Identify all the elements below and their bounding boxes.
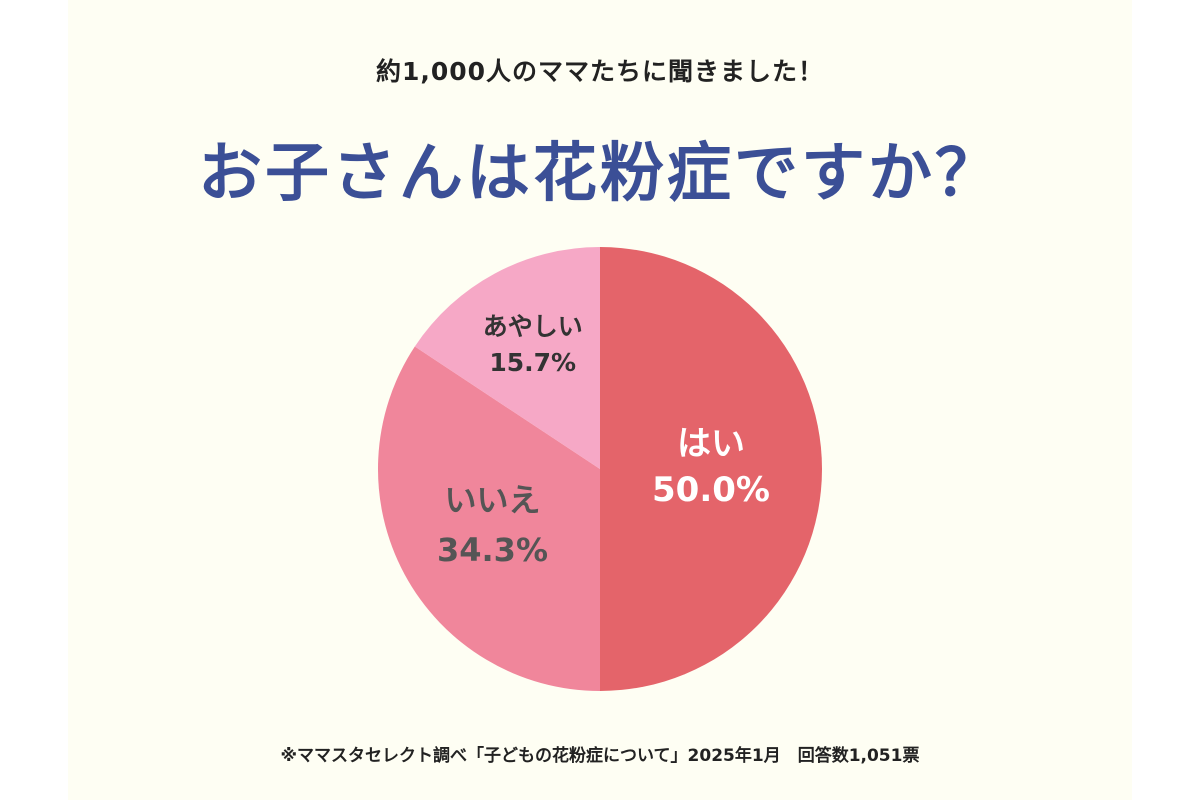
- pie-slice: [600, 247, 822, 691]
- pie-slice: [414, 247, 600, 469]
- pie-slice: [377, 346, 600, 691]
- survey-subtitle: 約1,000人のママたちに聞きました！: [375, 57, 825, 86]
- source-footnote: ※ママスタセレクト調べ「子どもの花粉症について」2025年1月 回答数1,051…: [280, 746, 920, 766]
- slice-label: はい: [677, 424, 745, 464]
- slice-label: あやしい: [483, 312, 583, 341]
- slice-label: いいえ: [444, 481, 540, 519]
- page-title: お子さんは花粉症ですか？: [198, 137, 1002, 211]
- slice-value-label: 50.0%: [652, 470, 770, 510]
- slice-value-label: 15.7%: [489, 348, 576, 377]
- slice-value-label: 34.3%: [437, 531, 548, 569]
